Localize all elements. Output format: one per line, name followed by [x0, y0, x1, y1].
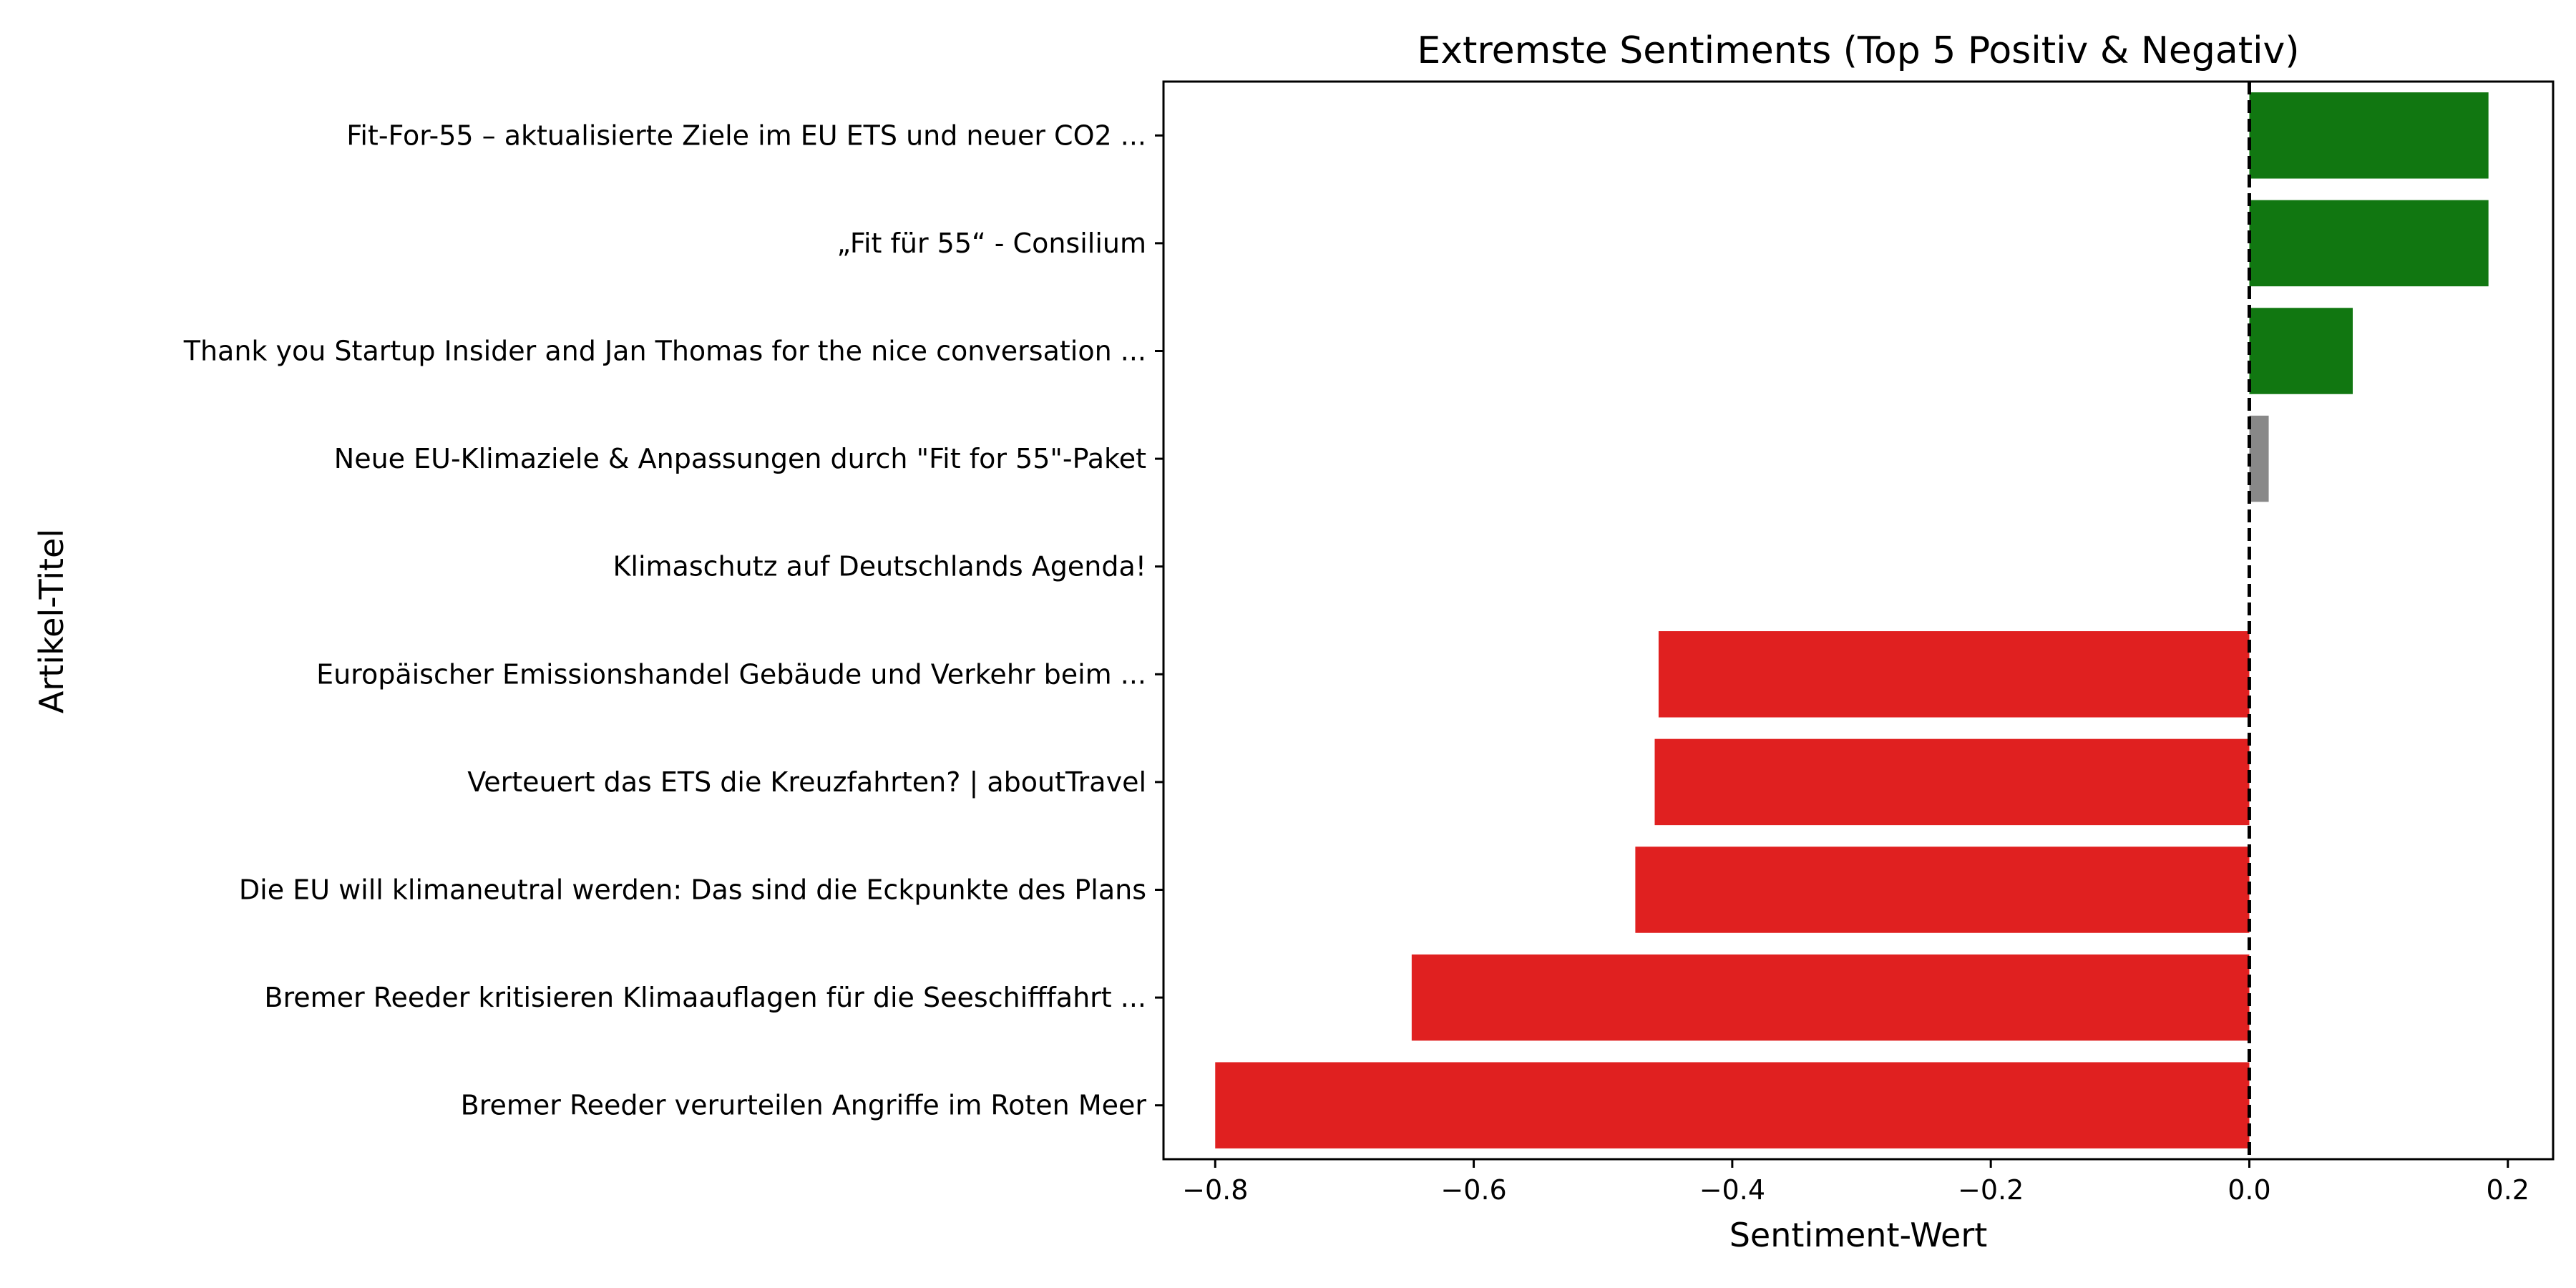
chart-title: Extremste Sentiments (Top 5 Positiv & Ne… [1417, 29, 2299, 72]
bar [1654, 738, 2250, 826]
x-tick-label: −0.2 [1958, 1174, 2024, 1206]
x-ticks-group: −0.8 −0.6 −0.4 −0.2 0.0 0.2 [1182, 1159, 2529, 1206]
x-tick-label: −0.8 [1182, 1174, 1248, 1206]
x-tick-label: 0.0 [2228, 1174, 2270, 1206]
category-label: Bremer Reeder verurteilen Angriffe im Ro… [461, 1090, 1147, 1121]
bars-group [1215, 92, 2489, 1148]
bar [2249, 415, 2269, 502]
bar [1658, 631, 2250, 718]
bar [1411, 954, 2250, 1041]
category-label: Fit-For-55 – aktualisierte Ziele im EU E… [346, 119, 1146, 151]
bar [1215, 1062, 2250, 1148]
category-label: Die EU will klimaneutral werden: Das sin… [239, 874, 1146, 906]
category-label: Verteuert das ETS die Kreuzfahrten? | ab… [467, 766, 1146, 799]
bar [2249, 92, 2489, 179]
x-tick-label: 0.2 [2487, 1174, 2529, 1206]
y-axis-label: Artikel-Titel [32, 529, 71, 713]
category-label: Klimaschutz auf Deutschlands Agenda! [613, 551, 1147, 582]
bar [1635, 847, 2250, 933]
x-axis-label: Sentiment-Wert [1729, 1216, 1988, 1254]
bar [2249, 200, 2489, 287]
category-label: Europäischer Emissionshandel Gebäude und… [316, 658, 1146, 690]
x-tick-label: −0.4 [1699, 1174, 1765, 1206]
x-tick-label: −0.6 [1440, 1174, 1506, 1206]
category-labels-group: Fit-For-55 – aktualisierte Ziele im EU E… [183, 119, 1163, 1121]
category-label: „Fit für 55“ - Consilium [837, 228, 1146, 259]
category-label: Bremer Reeder kritisieren Klimaauflagen … [264, 982, 1146, 1013]
category-label: Neue EU-Klimaziele & Anpassungen durch "… [334, 443, 1146, 474]
bar [2249, 308, 2353, 394]
plot-frame [1162, 80, 2555, 1161]
category-label: Thank you Startup Insider and Jan Thomas… [183, 336, 1146, 367]
